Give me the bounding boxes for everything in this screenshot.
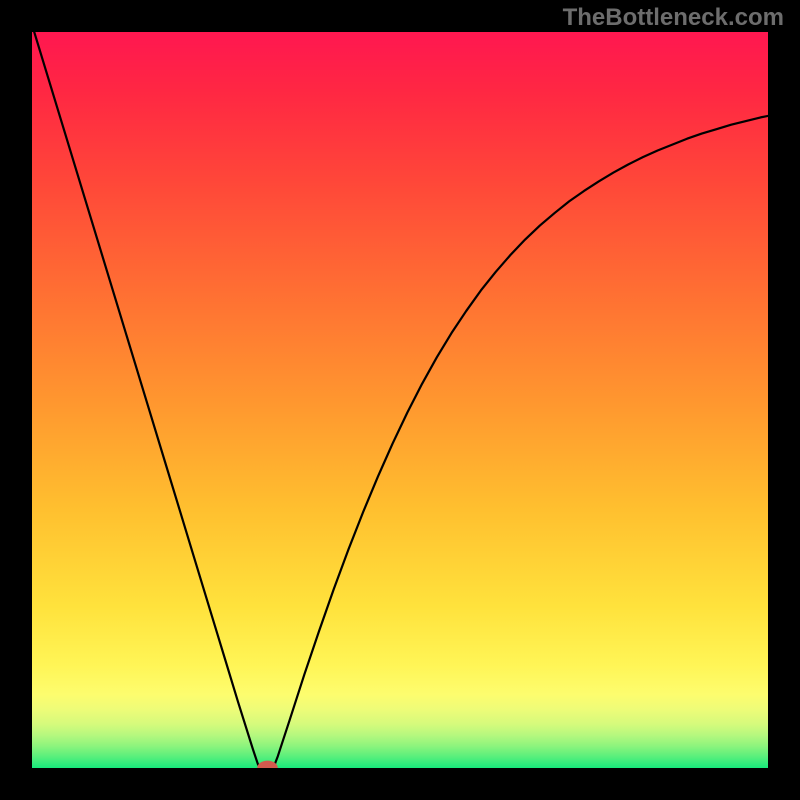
canvas: TheBottleneck.com: [0, 0, 800, 800]
plot-svg: [32, 32, 768, 768]
plot-area: [32, 32, 768, 768]
watermark-text: TheBottleneck.com: [563, 4, 784, 32]
gradient-background: [32, 32, 768, 768]
